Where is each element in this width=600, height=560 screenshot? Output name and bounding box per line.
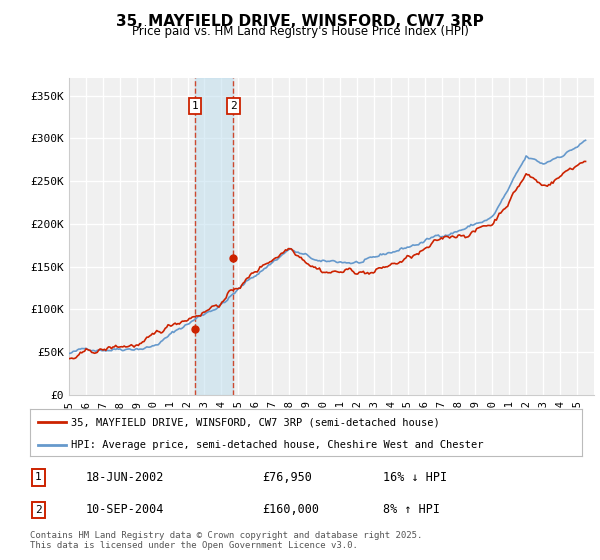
Text: 1: 1 (192, 101, 199, 111)
Text: £160,000: £160,000 (262, 503, 319, 516)
Text: 10-SEP-2004: 10-SEP-2004 (85, 503, 164, 516)
Text: 16% ↓ HPI: 16% ↓ HPI (383, 471, 448, 484)
Text: HPI: Average price, semi-detached house, Cheshire West and Chester: HPI: Average price, semi-detached house,… (71, 440, 484, 450)
Text: 1: 1 (35, 473, 41, 483)
Text: 2: 2 (35, 505, 41, 515)
Bar (196, 78, 233, 395)
Text: 8% ↑ HPI: 8% ↑ HPI (383, 503, 440, 516)
Text: £76,950: £76,950 (262, 471, 312, 484)
Text: 2: 2 (230, 101, 237, 111)
Text: 35, MAYFIELD DRIVE, WINSFORD, CW7 3RP (semi-detached house): 35, MAYFIELD DRIVE, WINSFORD, CW7 3RP (s… (71, 417, 440, 427)
Text: 18-JUN-2002: 18-JUN-2002 (85, 471, 164, 484)
Text: 35, MAYFIELD DRIVE, WINSFORD, CW7 3RP: 35, MAYFIELD DRIVE, WINSFORD, CW7 3RP (116, 14, 484, 29)
Text: Contains HM Land Registry data © Crown copyright and database right 2025.
This d: Contains HM Land Registry data © Crown c… (30, 531, 422, 550)
Text: Price paid vs. HM Land Registry's House Price Index (HPI): Price paid vs. HM Land Registry's House … (131, 25, 469, 38)
